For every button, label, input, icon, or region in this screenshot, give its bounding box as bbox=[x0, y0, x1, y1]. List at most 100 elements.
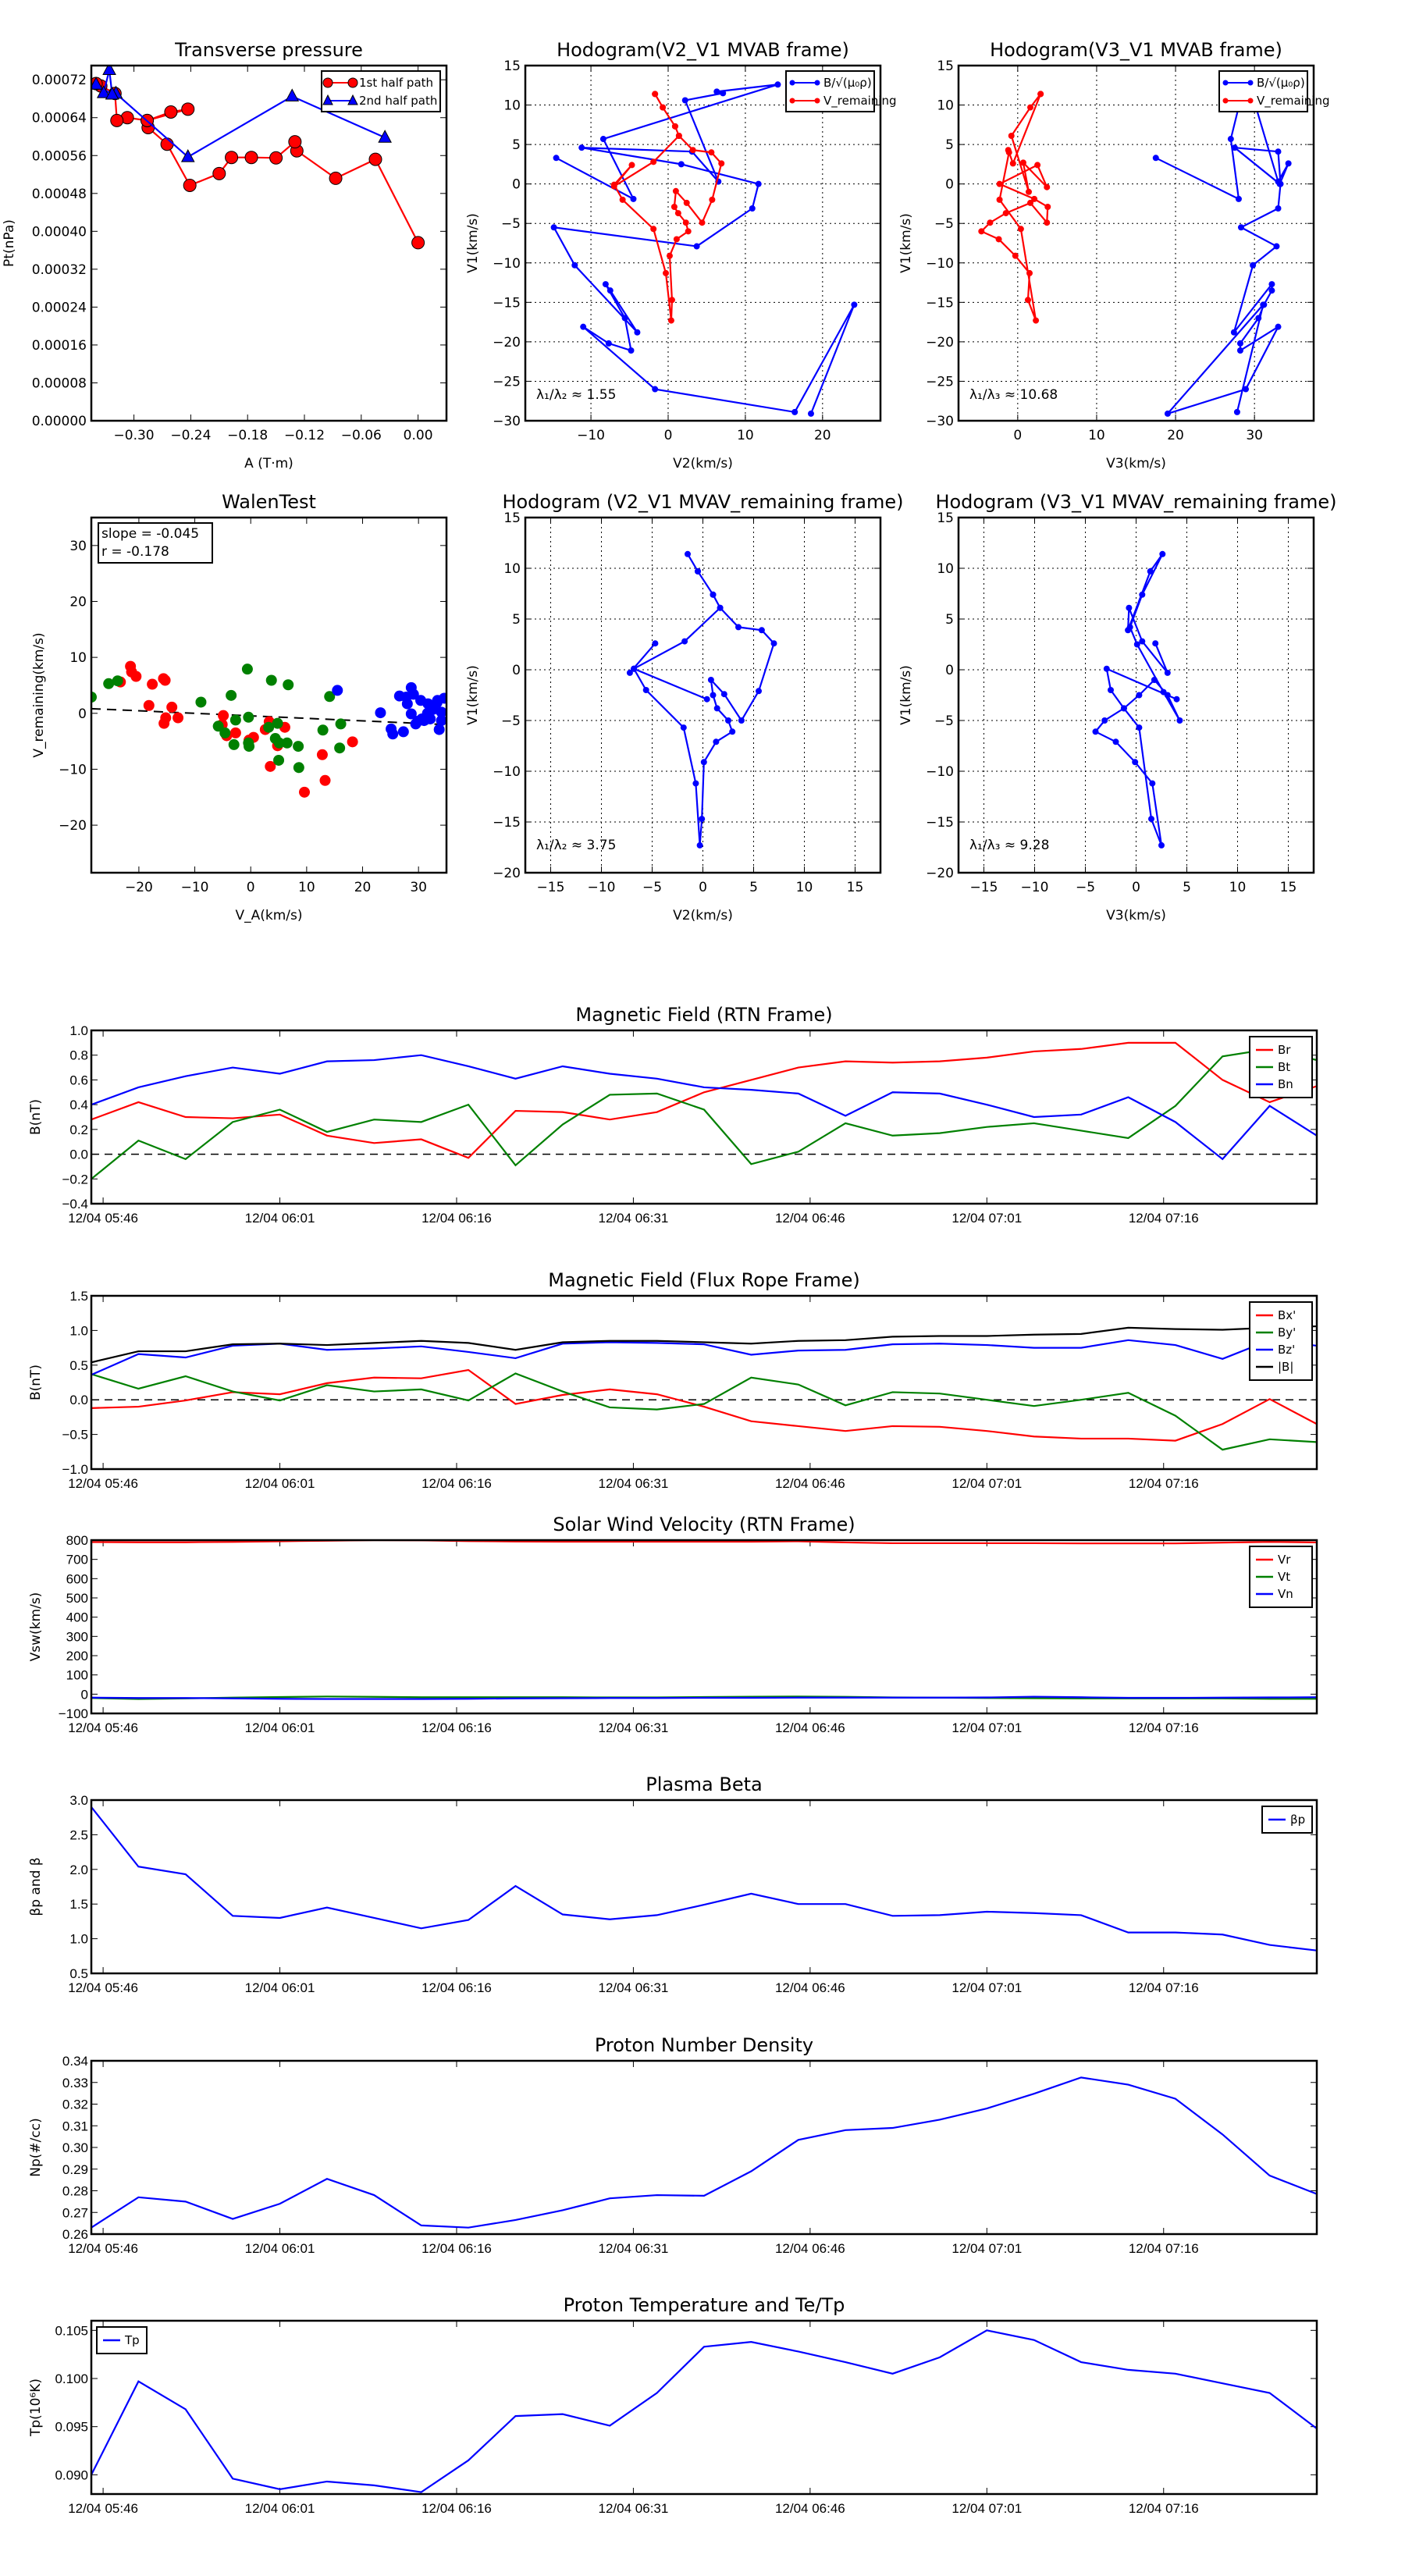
data-point bbox=[1008, 132, 1015, 139]
data-point bbox=[1037, 91, 1044, 98]
data-point bbox=[729, 728, 736, 735]
data-point bbox=[652, 386, 659, 393]
data-point bbox=[1164, 669, 1171, 676]
y-tick-label: 800 bbox=[66, 1533, 88, 1548]
y-tick-label: 400 bbox=[66, 1610, 88, 1625]
data-layer bbox=[91, 1041, 1317, 1180]
data-point bbox=[212, 166, 226, 180]
data-point bbox=[606, 287, 614, 294]
data-point bbox=[1236, 340, 1243, 347]
y-tick-label: 0.29 bbox=[62, 2162, 88, 2177]
x-tick-label: 12/04 06:16 bbox=[422, 1476, 492, 1491]
y-tick-label: 15 bbox=[937, 59, 954, 74]
x-tick-label: 5 bbox=[1183, 880, 1191, 895]
chart-plasma_beta: Plasma Beta 12/04 05:46 12/04 06:01 12/04 0… bbox=[28, 1774, 1318, 1995]
x-tick-label: −5 bbox=[642, 880, 662, 895]
plot-frame bbox=[90, 516, 448, 874]
x-tick-label: −0.06 bbox=[341, 428, 382, 443]
data-point bbox=[642, 687, 649, 693]
legend-label: V_remaining bbox=[1257, 94, 1330, 109]
data-point bbox=[173, 712, 184, 724]
legend: Vr Vt Vn bbox=[1249, 1546, 1313, 1608]
data-point bbox=[756, 688, 762, 695]
data-point bbox=[1139, 591, 1146, 598]
annotation-text: r = -0.178 bbox=[101, 544, 169, 560]
x-tick-label: −10 bbox=[577, 428, 605, 443]
data-point bbox=[628, 162, 635, 169]
y-tick-label: 0.0 bbox=[69, 1393, 88, 1407]
x-tick-label: 0 bbox=[247, 880, 255, 895]
y-tick-label: 0 bbox=[512, 177, 521, 193]
y-tick-label: −5 bbox=[501, 713, 521, 729]
data-point bbox=[241, 664, 253, 675]
x-tick-label: 12/04 06:31 bbox=[599, 2241, 669, 2256]
y-tick-label: 2.0 bbox=[69, 1863, 88, 1877]
data-point bbox=[725, 717, 731, 724]
x-tick-label: −0.18 bbox=[227, 428, 268, 443]
data-point bbox=[439, 692, 446, 704]
data-point bbox=[244, 151, 258, 165]
data-point bbox=[1024, 297, 1031, 304]
data-point bbox=[1273, 243, 1280, 250]
chart-title: Transverse pressure bbox=[174, 39, 363, 61]
chart-proton_density: Proton Number Density 12/04 05:46 12/04 06… bbox=[28, 2034, 1318, 2256]
y-tick-label: 500 bbox=[66, 1591, 88, 1606]
data-point bbox=[1033, 317, 1040, 324]
y-tick-label: −100 bbox=[59, 1706, 88, 1721]
chart-mag_fluxrope: Magnetic Field (Flux Rope Frame) 12/04 05… bbox=[28, 1269, 1318, 1491]
annotation-text: λ₁/λ₃ ≈ 10.68 bbox=[969, 387, 1058, 403]
x-axis-label: V3(km/s) bbox=[1106, 456, 1166, 471]
series-line-Bz- bbox=[91, 1339, 1317, 1376]
data-point bbox=[1268, 287, 1275, 294]
x-tick-label: −10 bbox=[1021, 880, 1049, 895]
data-point bbox=[695, 568, 701, 575]
data-point bbox=[407, 688, 419, 700]
legend-label: Bx' bbox=[1278, 1308, 1296, 1322]
legend: 1st half path 2nd half path bbox=[321, 70, 441, 112]
y-tick-label: 0.5 bbox=[69, 1358, 88, 1373]
x-tick-label: 5 bbox=[749, 880, 758, 895]
x-axis-label: A (T·m) bbox=[244, 456, 293, 471]
y-tick-label: 200 bbox=[66, 1649, 88, 1663]
y-tick-label: 0.00056 bbox=[32, 148, 87, 164]
data-point bbox=[628, 347, 635, 354]
data-point bbox=[1159, 550, 1166, 557]
x-tick-label: 12/04 05:46 bbox=[68, 2501, 138, 2516]
x-tick-label: 12/04 07:16 bbox=[1129, 1980, 1199, 1995]
x-tick-label: 12/04 06:01 bbox=[245, 1980, 315, 1995]
data-point bbox=[580, 323, 587, 330]
legend-label: Vn bbox=[1278, 1587, 1293, 1601]
data-point bbox=[696, 841, 703, 849]
plot-frame bbox=[90, 64, 448, 422]
data-point bbox=[685, 228, 692, 235]
data-point bbox=[791, 408, 799, 415]
x-tick-label: 30 bbox=[1246, 428, 1263, 443]
data-point bbox=[1136, 692, 1143, 699]
data-point bbox=[674, 210, 681, 217]
chart-mag_rtn: Magnetic Field (RTN Frame) 12/04 05:46 12/… bbox=[28, 1004, 1318, 1226]
data-point bbox=[1101, 717, 1108, 724]
x-tick-label: 12/04 06:16 bbox=[422, 1720, 492, 1735]
data-layer bbox=[91, 66, 425, 250]
x-tick-label: 12/04 07:01 bbox=[951, 1211, 1022, 1226]
data-point bbox=[1149, 780, 1156, 787]
data-point bbox=[283, 679, 294, 691]
y-tick-label: −20 bbox=[926, 866, 954, 881]
data-point bbox=[718, 160, 725, 167]
data-point bbox=[699, 219, 706, 226]
chart-proton_temperature: Proton Temperature and Te/Tp 12/04 05:46 1… bbox=[28, 2294, 1318, 2516]
data-point bbox=[1112, 738, 1119, 745]
data-point bbox=[621, 315, 628, 322]
x-tick-label: −5 bbox=[1076, 880, 1095, 895]
y-axis-label: Vsw(km/s) bbox=[28, 1592, 44, 1662]
data-point bbox=[619, 196, 626, 203]
y-tick-label: 0 bbox=[945, 177, 954, 193]
data-point bbox=[226, 689, 237, 701]
plot-frame bbox=[957, 516, 1315, 874]
series-line-Np bbox=[91, 2076, 1317, 2229]
data-point bbox=[807, 410, 814, 417]
y-tick-label: 0.27 bbox=[62, 2205, 88, 2220]
y-tick-label: −20 bbox=[493, 335, 521, 350]
data-point bbox=[1250, 262, 1257, 269]
data-point bbox=[1275, 323, 1282, 330]
